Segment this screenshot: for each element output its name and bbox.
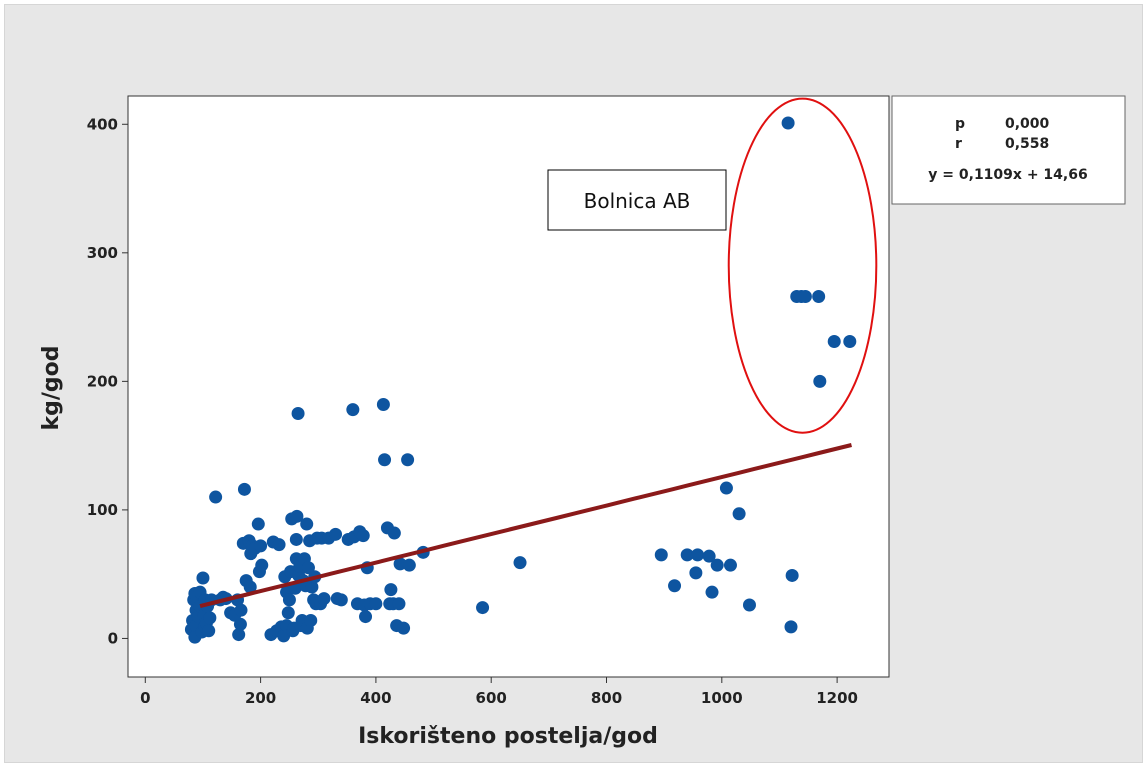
data-point (812, 290, 826, 304)
data-point (304, 613, 318, 627)
stat-r-value: 0,558 (1005, 136, 1049, 152)
x-tick-label: 0 (140, 689, 150, 707)
data-point (689, 566, 703, 580)
y-tick-label: 100 (87, 501, 118, 519)
y-tick-label: 0 (108, 629, 118, 647)
annotation-box (547, 169, 727, 231)
y-tick-label: 300 (87, 244, 118, 262)
data-point (668, 579, 682, 593)
data-point (334, 593, 348, 607)
data-point (203, 611, 217, 625)
data-point (359, 610, 373, 624)
data-point (798, 290, 812, 304)
y-axis: 0 100 200 300 400 (87, 115, 128, 647)
data-point (346, 403, 360, 417)
data-point (785, 568, 799, 582)
data-point (232, 628, 246, 642)
x-axis: 0 200 400 600 800 1000 1200 (140, 677, 858, 707)
data-point (691, 548, 705, 562)
stat-p-label: p (955, 116, 965, 132)
y-tick-label: 200 (87, 372, 118, 390)
data-point (397, 621, 411, 635)
stat-p-value: 0,000 (1005, 116, 1050, 132)
data-point (329, 527, 343, 541)
data-point (387, 526, 401, 540)
data-point (378, 453, 392, 467)
data-point (680, 548, 694, 562)
data-point (237, 482, 251, 496)
data-point (272, 538, 286, 552)
data-point (243, 580, 257, 594)
x-tick-label: 1000 (701, 689, 743, 707)
x-tick-label: 200 (245, 689, 276, 707)
data-point (719, 481, 733, 495)
data-points (184, 116, 857, 644)
data-point (827, 335, 841, 349)
data-point (742, 598, 756, 612)
data-point (209, 490, 223, 504)
data-point (402, 558, 416, 572)
data-point (234, 603, 248, 617)
data-point (732, 507, 746, 521)
data-point (300, 517, 314, 531)
x-tick-label: 1200 (816, 689, 858, 707)
data-point (233, 617, 247, 631)
data-point (282, 593, 296, 607)
stat-equation: y = 0,1109x + 14,66 (928, 167, 1087, 183)
x-tick-label: 800 (591, 689, 622, 707)
data-point (702, 549, 716, 563)
data-point (384, 583, 398, 597)
data-point (356, 529, 370, 543)
data-point (784, 620, 798, 634)
data-point (317, 592, 331, 606)
scatter-chart: 0 200 400 600 800 1000 1200 0 100 200 300 400 Boln… (39, 95, 1126, 749)
stat-r-label: r (955, 136, 962, 152)
data-point (301, 561, 315, 575)
y-axis-title: kg/god (39, 345, 64, 430)
x-tick-label: 600 (476, 689, 507, 707)
data-point (251, 517, 265, 531)
x-tick-label: 400 (360, 689, 391, 707)
data-point (710, 558, 724, 572)
data-point (843, 335, 857, 349)
data-point (254, 539, 268, 553)
data-point (255, 558, 269, 572)
y-tick-label: 400 (87, 115, 118, 133)
data-point (723, 558, 737, 572)
stats-box (891, 95, 1126, 205)
data-point (813, 374, 827, 388)
data-point (392, 597, 406, 611)
data-point (305, 580, 319, 594)
highlight-ellipse (727, 97, 878, 434)
data-point (513, 556, 527, 570)
data-point (705, 585, 719, 599)
data-point (781, 116, 795, 130)
data-point (290, 509, 304, 523)
x-axis-title: Iskorišteno postelja/god (358, 724, 658, 749)
data-point (369, 597, 383, 611)
data-point (376, 397, 390, 411)
data-point (476, 601, 490, 615)
data-point (289, 532, 303, 546)
data-point (654, 548, 668, 562)
plot-area (127, 95, 890, 678)
regression-line (199, 443, 852, 609)
data-point (281, 606, 295, 620)
data-point (291, 406, 305, 420)
data-point (196, 571, 210, 585)
data-point (401, 453, 415, 467)
annotation-label: Bolnica AB (584, 189, 691, 213)
data-point (202, 624, 216, 638)
chart-window: 0 200 400 600 800 1000 1200 0 100 200 300 400 Boln… (4, 4, 1143, 763)
